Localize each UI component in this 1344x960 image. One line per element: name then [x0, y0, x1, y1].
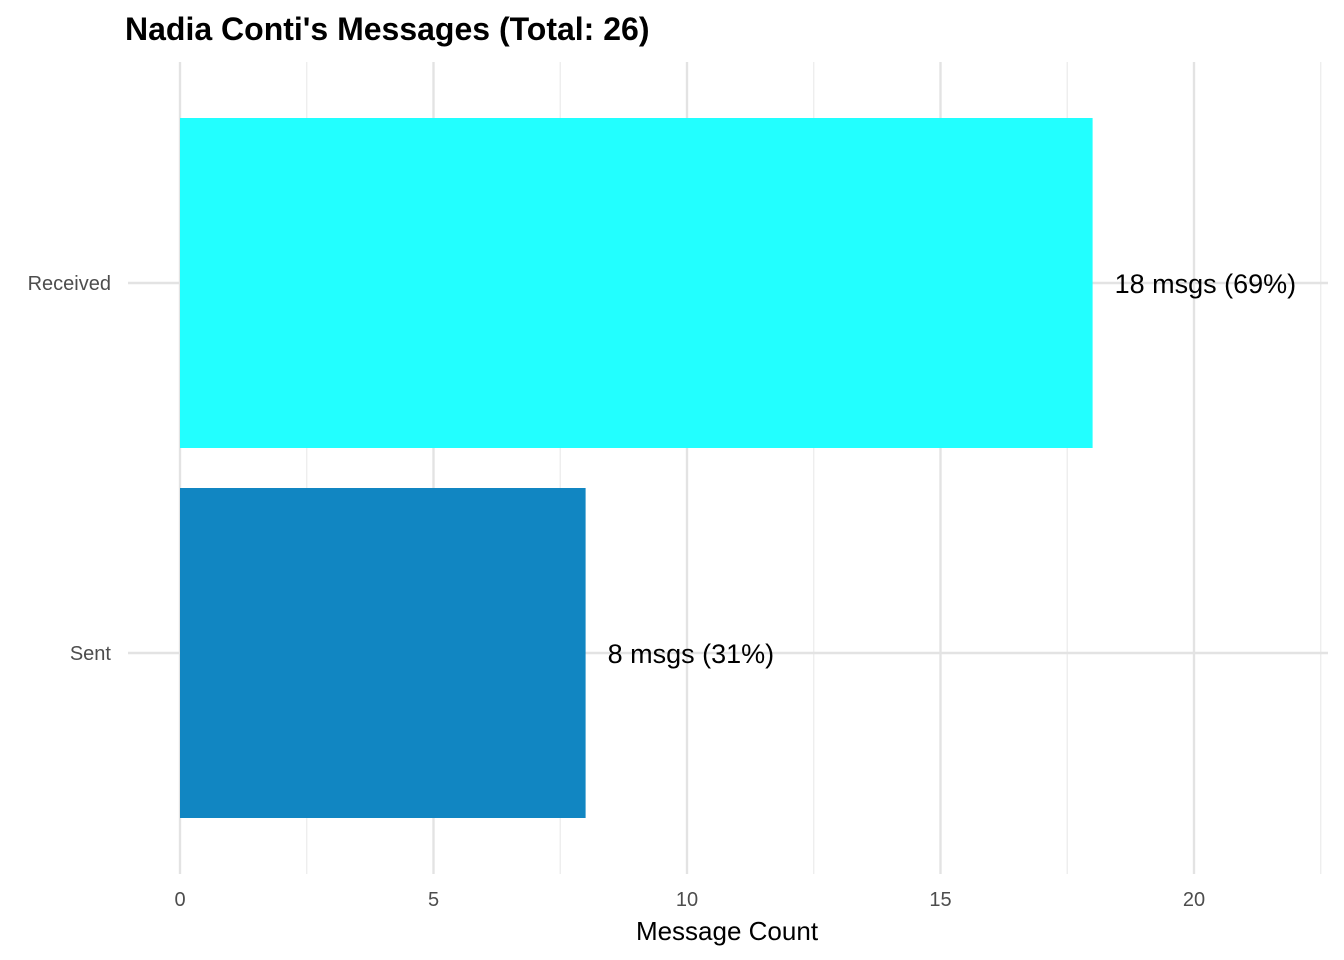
- data-label-sent: 8 msgs (31%): [608, 639, 775, 669]
- y-axis: Received Sent: [28, 273, 112, 665]
- y-tick-label: Sent: [70, 643, 112, 665]
- chart-title: Nadia Conti's Messages (Total: 26): [125, 11, 649, 47]
- data-label-received: 18 msgs (69%): [1115, 269, 1297, 299]
- x-tick-label: 0: [174, 889, 185, 911]
- bar-sent: [180, 488, 586, 818]
- bar-received: [180, 118, 1093, 448]
- x-tick-label: 20: [1183, 889, 1205, 911]
- bars: [180, 118, 1093, 818]
- x-axis-title: Message Count: [636, 916, 819, 946]
- x-tick-label: 15: [929, 889, 951, 911]
- y-tick-label: Received: [28, 273, 111, 295]
- x-axis: 0 5 10 15 20: [174, 889, 1205, 911]
- data-labels: 18 msgs (69%) 8 msgs (31%): [608, 269, 1297, 669]
- x-tick-label: 5: [428, 889, 439, 911]
- x-tick-label: 10: [676, 889, 698, 911]
